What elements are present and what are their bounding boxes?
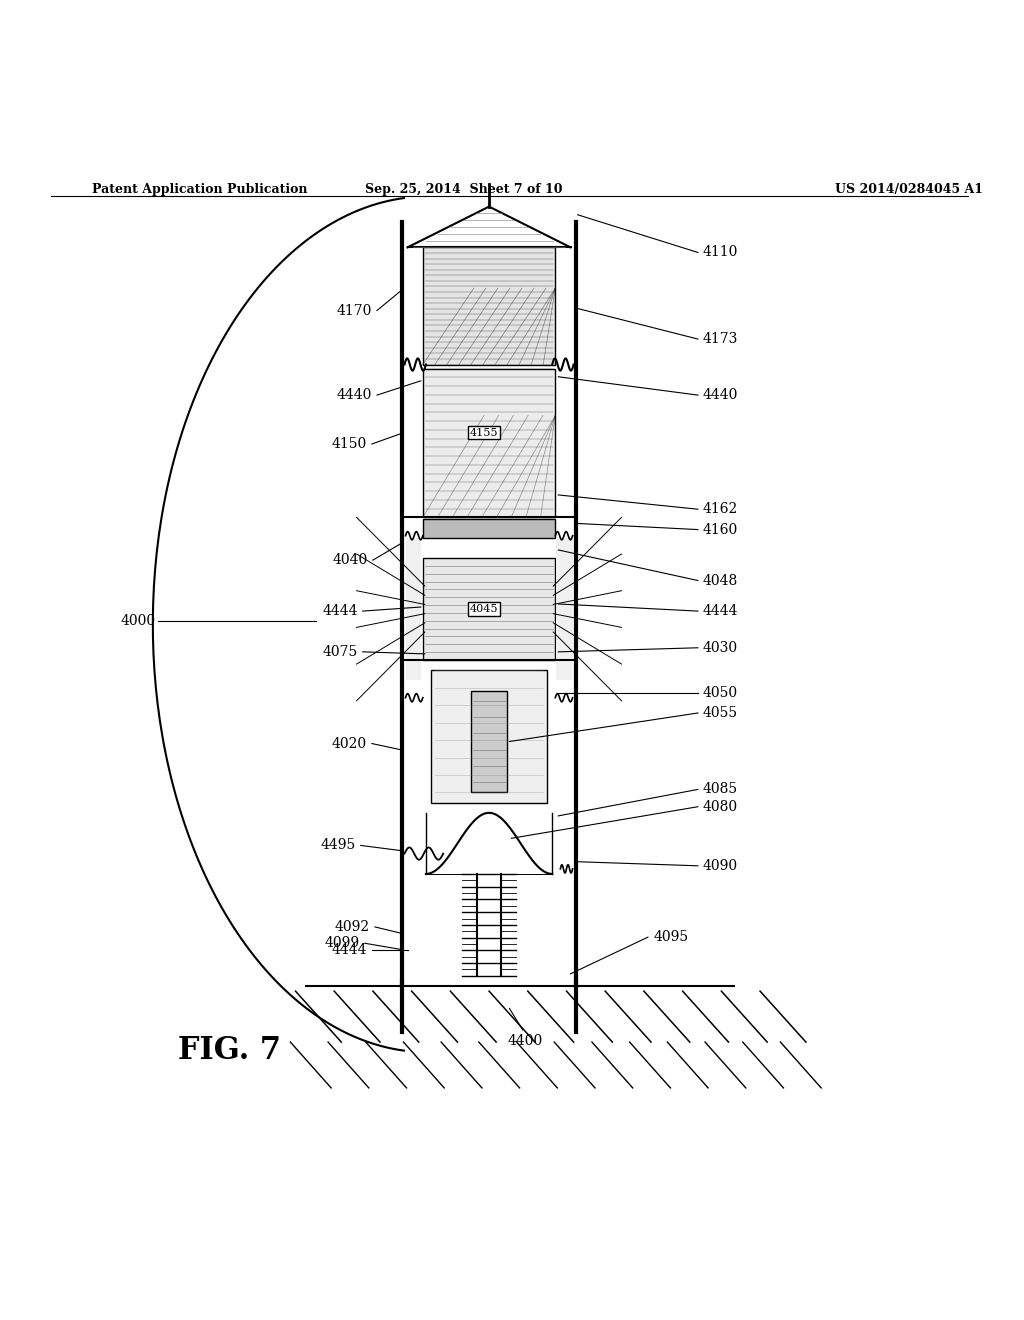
Text: 4173: 4173 (703, 333, 738, 346)
Bar (431, 671, 547, 803)
Text: US 2014/0284045 A1: US 2014/0284045 A1 (836, 183, 983, 197)
Bar (556, 537, 572, 680)
Text: 4495: 4495 (321, 838, 355, 853)
Text: 4048: 4048 (703, 573, 738, 587)
Text: Sep. 25, 2014  Sheet 7 of 10: Sep. 25, 2014 Sheet 7 of 10 (365, 183, 562, 197)
Bar (471, 690, 507, 792)
Text: 4099: 4099 (325, 936, 359, 950)
Bar (406, 537, 421, 680)
Text: FIG. 7: FIG. 7 (178, 1035, 282, 1065)
Text: 4170: 4170 (337, 304, 372, 318)
Bar (423, 519, 555, 537)
Text: 4050: 4050 (703, 685, 738, 700)
Text: 4160: 4160 (703, 523, 738, 537)
Text: 4150: 4150 (332, 437, 367, 451)
Text: 4095: 4095 (653, 931, 688, 944)
Text: 4444: 4444 (703, 605, 738, 618)
Text: 4000: 4000 (120, 614, 156, 628)
Text: 4444: 4444 (332, 944, 367, 957)
Text: 4045: 4045 (470, 605, 499, 614)
Text: 4085: 4085 (703, 783, 738, 796)
Text: 4440: 4440 (337, 388, 372, 403)
Text: 4092: 4092 (335, 920, 370, 935)
Text: 4030: 4030 (703, 640, 738, 655)
Text: 4075: 4075 (323, 645, 357, 659)
Bar (423, 558, 555, 660)
Text: 4020: 4020 (332, 737, 367, 751)
Text: 4155: 4155 (470, 428, 499, 438)
Text: 4400: 4400 (507, 1034, 543, 1048)
Bar (423, 247, 555, 364)
Text: 4055: 4055 (703, 706, 738, 719)
Text: 4110: 4110 (703, 246, 738, 260)
Text: 4040: 4040 (333, 553, 368, 568)
Text: 4090: 4090 (703, 859, 738, 873)
Text: 4080: 4080 (703, 800, 738, 813)
Text: 4444: 4444 (323, 605, 357, 618)
Text: Patent Application Publication: Patent Application Publication (92, 183, 307, 197)
Text: 4162: 4162 (703, 502, 738, 516)
Bar (423, 368, 555, 517)
Text: 4440: 4440 (703, 388, 738, 403)
